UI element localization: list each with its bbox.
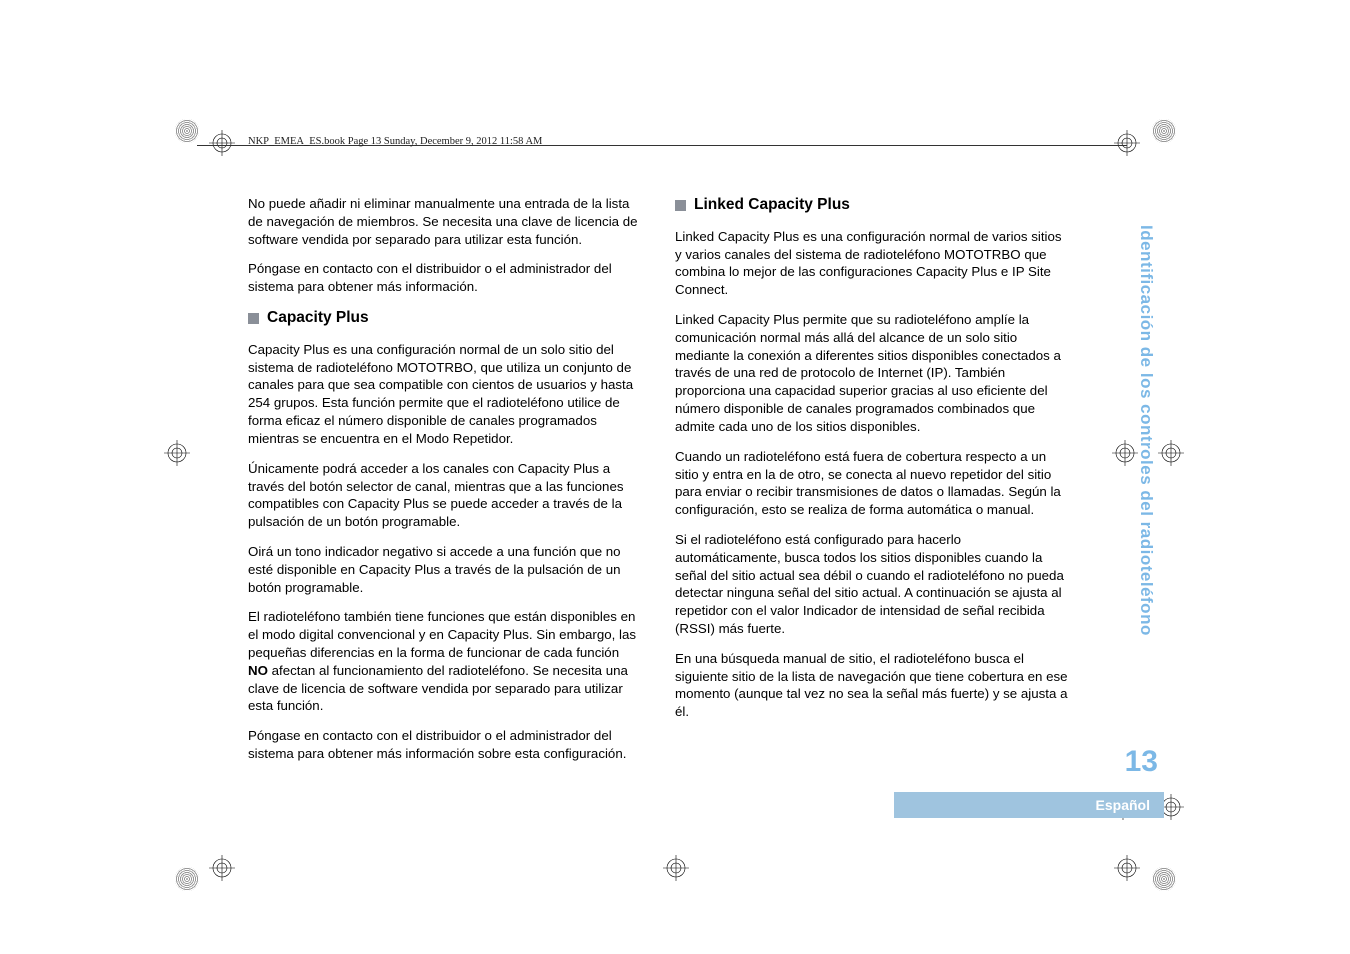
content-columns: No puede añadir ni eliminar manualmente … (248, 195, 1068, 775)
para: Linked Capacity Plus permite que su radi… (675, 311, 1068, 436)
reg-mark-bottom-right (1114, 855, 1140, 881)
section-heading-linked-capacity-plus: Linked Capacity Plus (675, 195, 1068, 216)
para: Póngase en contacto con el distribuidor … (248, 727, 641, 763)
corner-ring-tl (175, 119, 199, 143)
section-title: Capacity Plus (267, 308, 369, 329)
reg-mark-left (164, 440, 190, 466)
para: No puede añadir ni eliminar manualmente … (248, 195, 641, 248)
para: Oirá un tono indicador negativo si acced… (248, 543, 641, 596)
para: Cuando un radioteléfono está fuera de co… (675, 448, 1068, 519)
print-header: NKP_EMEA_ES.book Page 13 Sunday, Decembe… (248, 136, 542, 147)
page-number: 13 (1125, 745, 1158, 779)
square-bullet-icon (248, 313, 259, 324)
para: Si el radioteléfono está configurado par… (675, 531, 1068, 638)
para: El radioteléfono también tiene funciones… (248, 608, 641, 715)
reg-mark-top-right (1114, 130, 1140, 156)
square-bullet-icon (675, 200, 686, 211)
para: Únicamente podrá acceder a los canales c… (248, 460, 641, 531)
text: El radioteléfono también tiene funciones… (248, 609, 636, 660)
reg-mark-right-outer (1158, 440, 1184, 466)
right-column: Linked Capacity Plus Linked Capacity Plu… (675, 195, 1068, 775)
left-column: No puede añadir ni eliminar manualmente … (248, 195, 641, 775)
reg-mark-bottom-center (663, 855, 689, 881)
corner-ring-tr (1152, 119, 1176, 143)
language-label: Español (1096, 797, 1150, 813)
reg-mark-bottom-left (209, 855, 235, 881)
corner-ring-br (1152, 867, 1176, 891)
text: afectan al funcionamiento del radioteléf… (248, 663, 628, 714)
para: Capacity Plus es una configuración norma… (248, 341, 641, 448)
language-bar: Español (894, 792, 1164, 818)
section-title: Linked Capacity Plus (694, 195, 850, 216)
para: Póngase en contacto con el distribuidor … (248, 260, 641, 296)
section-heading-capacity-plus: Capacity Plus (248, 308, 641, 329)
corner-ring-bl (175, 867, 199, 891)
bold-text: NO (248, 663, 268, 678)
para: En una búsqueda manual de sitio, el radi… (675, 650, 1068, 721)
side-tab-label: Identificación de los controles del radi… (1134, 225, 1156, 690)
para: Linked Capacity Plus es una configuració… (675, 228, 1068, 299)
reg-mark-top-left (209, 130, 235, 156)
